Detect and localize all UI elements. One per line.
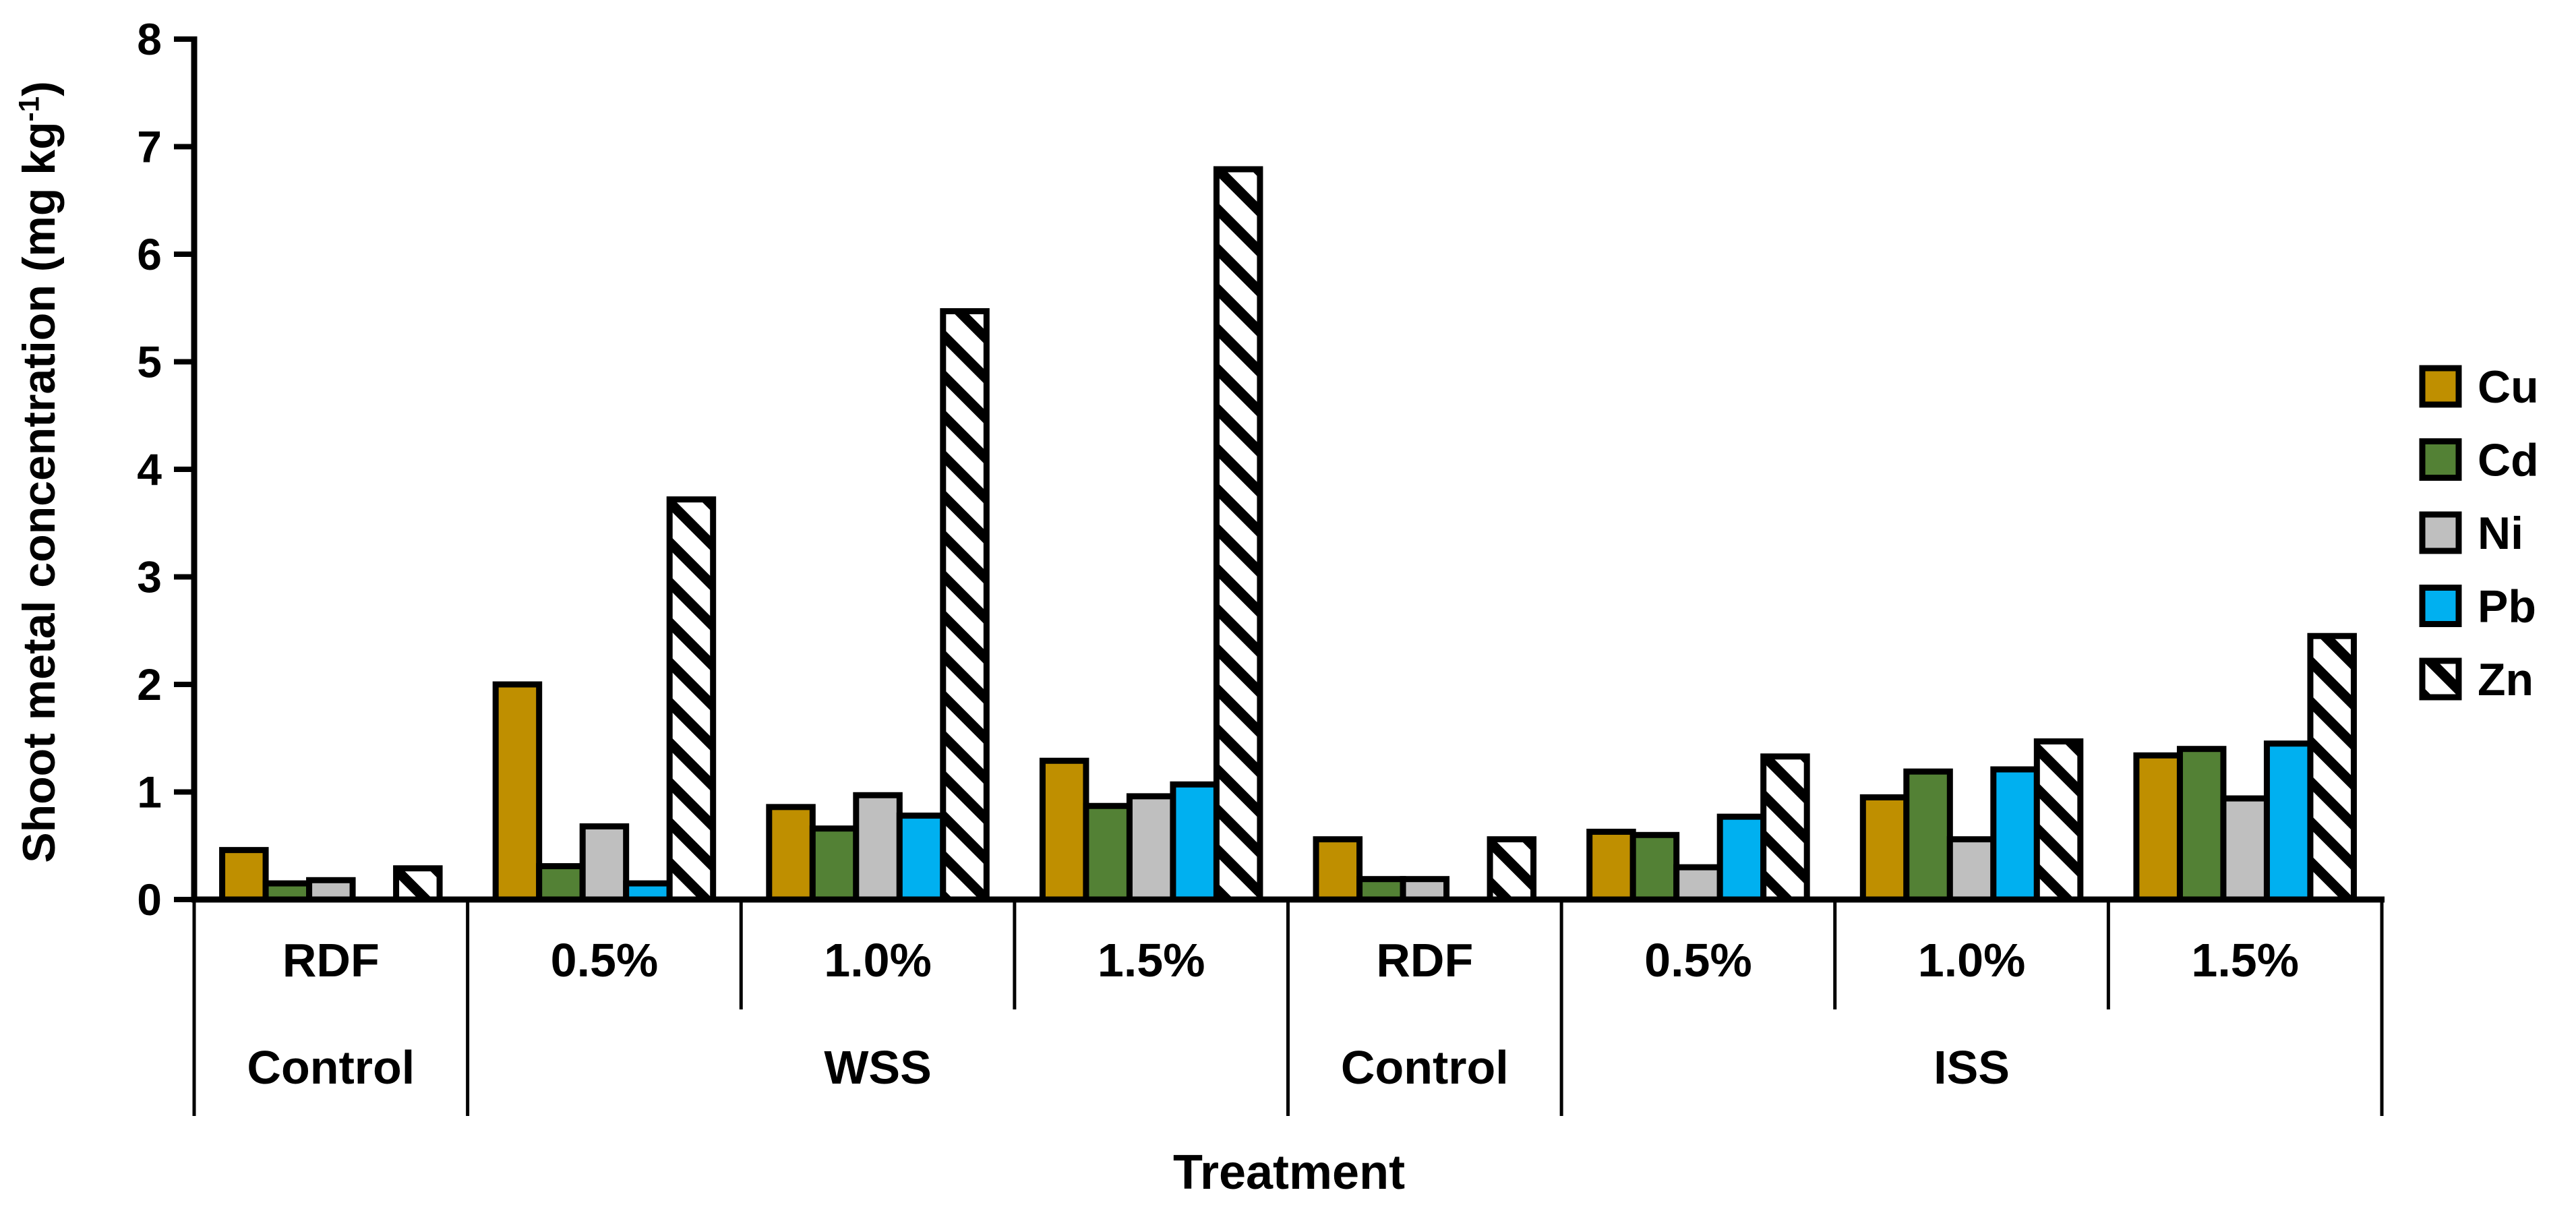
legend-swatch-Zn [2419, 657, 2462, 701]
bar-Cu-1.0% [766, 804, 816, 903]
bar-Ni-1.0% [853, 792, 903, 903]
bar-Ni-1.0% [1946, 836, 1997, 903]
bar-Ni-0.5% [1673, 864, 1723, 903]
bar-Cd-0.5% [536, 863, 586, 903]
y-axis-title-superscript: -1 [13, 96, 45, 122]
bar-Ni-0.5% [579, 823, 630, 903]
legend-swatch-Pb [2419, 585, 2462, 627]
category-label: RDF [282, 934, 380, 987]
bar-Pb-1.5% [2263, 740, 2314, 903]
category-label: 1.5% [2191, 934, 2299, 987]
bar-Cu-0.5% [1586, 829, 1636, 903]
bar-Cd-RDF [262, 880, 313, 903]
bar-Cu-1.5% [2133, 752, 2183, 903]
legend-label-Zn: Zn [2478, 654, 2534, 705]
bar-Cd-0.5% [1629, 831, 1680, 903]
bar-Zn-1.0% [940, 308, 990, 903]
legend-swatch-Cu [2419, 365, 2462, 408]
bar-Ni-1.5% [1126, 793, 1176, 903]
y-tick-label: 5 [137, 337, 162, 387]
bar-Ni-RDF [306, 877, 356, 903]
category-label: 1.0% [824, 934, 932, 987]
bar-Zn-0.5% [666, 496, 717, 903]
bar-Zn-1.5% [1213, 166, 1263, 903]
bar-Pb-1.0% [1990, 766, 2040, 903]
category-label: 1.5% [1098, 934, 1205, 987]
bar-Cd-1.0% [809, 825, 860, 903]
y-axis-title-main: Shoot metal concentration (mg kg [13, 121, 65, 863]
y-tick-label: 1 [137, 767, 162, 817]
bar-Cd-1.5% [1083, 802, 1133, 903]
category-group-label: WSS [824, 1041, 931, 1094]
category-group-label: ISS [1934, 1041, 2010, 1094]
legend-label-Cu: Cu [2478, 361, 2539, 413]
category-label: RDF [1376, 934, 1473, 987]
bar-Zn-1.0% [2033, 738, 2084, 903]
bar-Pb-0.5% [623, 880, 673, 903]
bar-Ni-RDF [1400, 876, 1450, 903]
y-axis-title: Shoot metal concentration (mg kg-1) [13, 81, 65, 863]
bar-Zn-1.5% [2307, 632, 2357, 903]
bar-Pb-0.5% [1716, 813, 1767, 903]
bar-Zn-RDF [393, 865, 443, 903]
bar-Pb-1.5% [1170, 781, 1220, 903]
legend-swatch-Cd [2419, 438, 2462, 481]
bar-Zn-0.5% [1760, 753, 1810, 903]
y-tick-label: 0 [137, 875, 162, 924]
legend-label-Pb: Pb [2478, 581, 2536, 632]
bar-Cu-RDF [219, 847, 269, 903]
x-axis-title: Treatment [1172, 1146, 1406, 1200]
bar-Cd-1.0% [1903, 768, 1953, 903]
bar-Cd-1.5% [2176, 746, 2227, 903]
y-tick-label: 4 [137, 444, 162, 494]
y-tick-label: 2 [137, 659, 162, 709]
category-label: 0.5% [1644, 934, 1752, 987]
legend-label-Cd: Cd [2478, 435, 2539, 486]
bar-Cd-RDF [1356, 876, 1406, 903]
legend-swatch-Ni [2419, 511, 2462, 554]
y-tick-label: 8 [137, 14, 162, 64]
y-tick-label: 7 [137, 122, 162, 172]
y-axis-title-end: ) [13, 81, 65, 96]
bar-Cu-1.5% [1039, 757, 1089, 903]
category-group-label: Control [1341, 1041, 1509, 1094]
category-label: 1.0% [1918, 934, 2026, 987]
legend-label-Ni: Ni [2478, 508, 2523, 559]
y-tick-label: 6 [137, 229, 162, 279]
bar-Zn-RDF [1487, 836, 1537, 903]
category-group-label: Control [247, 1041, 415, 1094]
y-tick-label: 3 [137, 552, 162, 602]
bar-Ni-1.5% [2220, 795, 2270, 903]
bar-Cu-1.0% [1859, 794, 1910, 903]
category-label: 0.5% [551, 934, 659, 987]
bar-Pb-1.0% [896, 813, 947, 903]
bar-Cu-RDF [1313, 836, 1363, 903]
bar-Cu-0.5% [492, 681, 543, 903]
